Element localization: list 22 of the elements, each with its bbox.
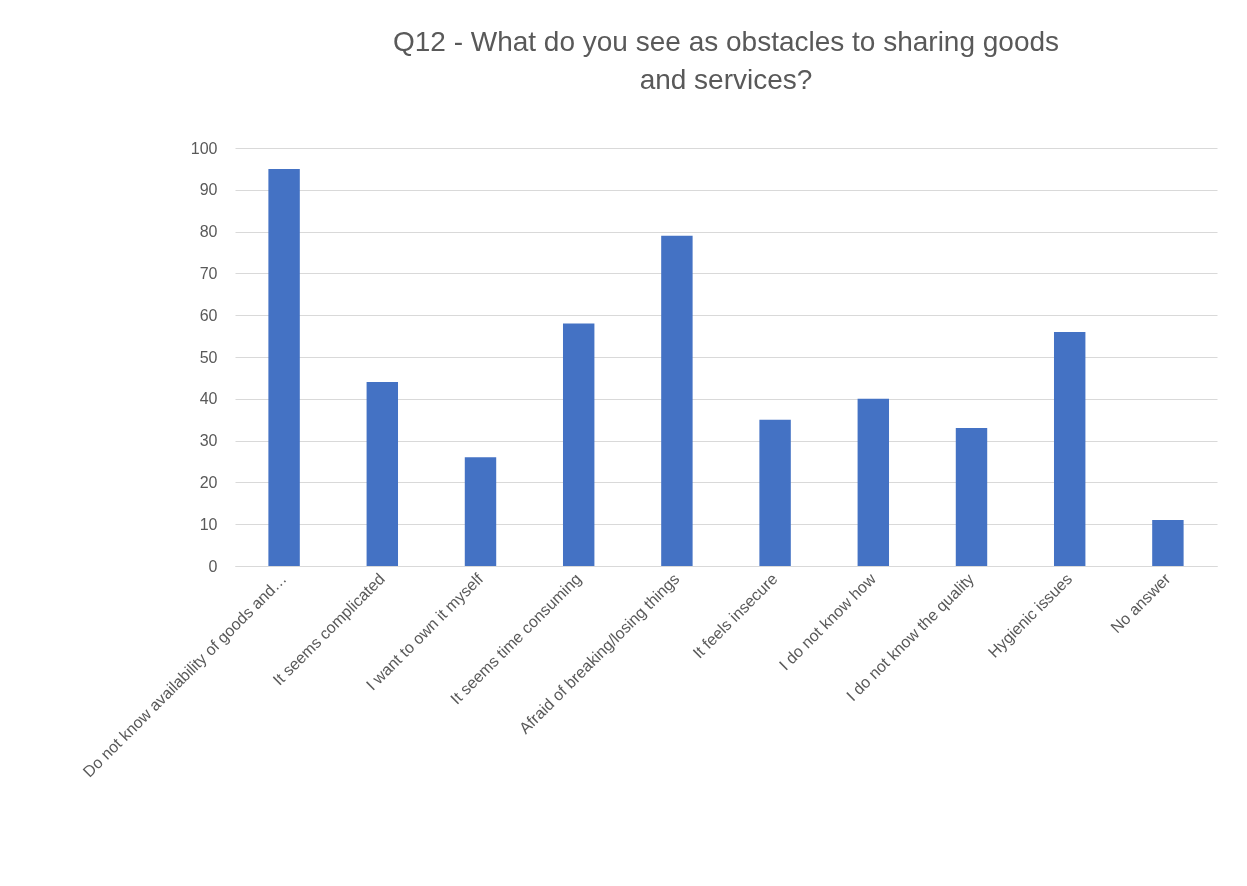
y-tick-label: 50 — [199, 348, 218, 366]
y-tick-label: 0 — [208, 557, 218, 575]
y-tick-label: 70 — [199, 264, 218, 282]
bar — [661, 235, 693, 566]
y-tick-label: 20 — [199, 473, 218, 491]
bar — [759, 419, 791, 566]
bar — [955, 428, 988, 566]
y-tick-label: 10 — [199, 515, 218, 533]
y-tick-label: 100 — [190, 139, 218, 157]
bar — [562, 323, 595, 566]
y-tick-label: 60 — [199, 306, 218, 324]
bar — [1152, 520, 1184, 566]
y-tick-label: 80 — [199, 223, 218, 241]
bar — [366, 382, 399, 566]
bar — [464, 457, 497, 566]
bar — [857, 398, 890, 566]
bar — [268, 168, 300, 566]
y-tick-label: 30 — [199, 432, 218, 450]
chart-title: Q12 - What do you see as obstacles to sharing goods and services? — [392, 26, 1060, 95]
y-tick-label: 40 — [199, 390, 218, 408]
bar — [1053, 331, 1086, 566]
y-tick-label: 90 — [199, 181, 218, 199]
